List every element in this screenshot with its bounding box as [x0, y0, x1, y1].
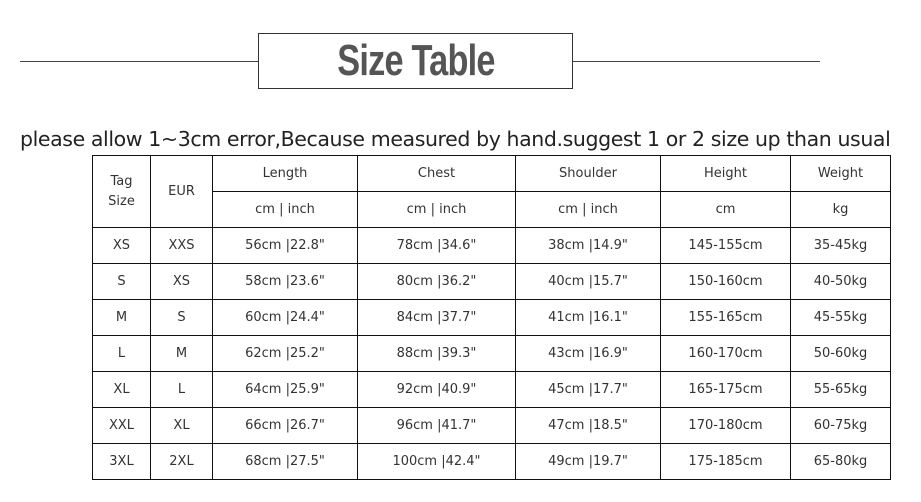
cell-length: 58cm |23.6": [212, 263, 358, 300]
cell-eur: XL: [150, 407, 213, 444]
header-chest: Chest: [357, 155, 516, 192]
cell-chest: 80cm |36.2": [357, 263, 516, 300]
cell-shoulder: 47cm |18.5": [515, 407, 661, 444]
unit-shoulder: cm | inch: [515, 191, 661, 228]
unit-row: cm | inch cm | inch cm | inch cm kg: [93, 191, 891, 228]
cell-chest: 88cm |39.3": [357, 335, 516, 372]
cell-eur: S: [150, 299, 213, 336]
table-row: S XS 58cm |23.6" 80cm |36.2" 40cm |15.7" 150-…: [92, 263, 891, 300]
cell-chest: 84cm |37.7": [357, 299, 516, 336]
cell-height: 175-185cm: [660, 443, 791, 480]
header-row: Tag Size EUR Length Chest Shoulder Heigh…: [92, 155, 891, 228]
cell-tag-size: XXL: [92, 407, 151, 444]
cell-eur: 2XL: [150, 443, 213, 480]
header-shoulder: Shoulder: [515, 155, 661, 192]
cell-length: 68cm |27.5": [212, 443, 358, 480]
cell-height: 155-165cm: [660, 299, 791, 336]
header-eur: EUR: [150, 155, 213, 228]
cell-length: 56cm |22.8": [212, 227, 358, 264]
table-row: L M 62cm |25.2" 88cm |39.3" 43cm |16.9" 160-1…: [92, 335, 891, 372]
title-box: Size Table: [258, 33, 573, 89]
page-title: Size Table: [336, 36, 495, 85]
header-weight: Weight: [790, 155, 891, 192]
cell-height: 150-160cm: [660, 263, 791, 300]
cell-length: 60cm |24.4": [212, 299, 358, 336]
unit-weight: kg: [790, 191, 891, 228]
cell-weight: 55-65kg: [790, 371, 891, 408]
unit-height: cm: [660, 191, 791, 228]
cell-chest: 100cm |42.4": [357, 443, 516, 480]
cell-length: 64cm |25.9": [212, 371, 358, 408]
header-length: Length: [212, 155, 358, 192]
cell-eur: XXS: [150, 227, 213, 264]
table-row: XL L 64cm |25.9" 92cm |40.9" 45cm |17.7" 165-…: [92, 371, 891, 408]
table-row: M S 60cm |24.4" 84cm |37.7" 41cm |16.1" 155-1…: [92, 299, 891, 336]
title-rule-right: [573, 61, 820, 62]
cell-height: 170-180cm: [660, 407, 791, 444]
cell-shoulder: 38cm |14.9": [515, 227, 661, 264]
unit-length: cm | inch: [212, 191, 358, 228]
cell-weight: 45-55kg: [790, 299, 891, 336]
cell-tag-size: L: [92, 335, 151, 372]
cell-shoulder: 40cm |15.7": [515, 263, 661, 300]
cell-eur: XS: [150, 263, 213, 300]
cell-length: 66cm |26.7": [212, 407, 358, 444]
cell-weight: 60-75kg: [790, 407, 891, 444]
cell-tag-size: S: [92, 263, 151, 300]
header-height: Height: [660, 155, 791, 192]
unit-chest: cm | inch: [357, 191, 516, 228]
cell-eur: M: [150, 335, 213, 372]
cell-tag-size: M: [92, 299, 151, 336]
cell-tag-size: 3XL: [92, 443, 151, 480]
table-row: 3XL 2XL 68cm |27.5" 100cm |42.4" 49cm |19.7"…: [92, 443, 891, 480]
cell-weight: 65-80kg: [790, 443, 891, 480]
header-tag-size: Tag Size: [92, 155, 151, 228]
table-row: XS XXS 56cm |22.8" 78cm |34.6" 38cm |14.9" 14…: [92, 227, 891, 264]
cell-chest: 96cm |41.7": [357, 407, 516, 444]
cell-weight: 50-60kg: [790, 335, 891, 372]
cell-eur: L: [150, 371, 213, 408]
cell-tag-size: XL: [92, 371, 151, 408]
cell-shoulder: 45cm |17.7": [515, 371, 661, 408]
cell-height: 160-170cm: [660, 335, 791, 372]
measurement-note: please allow 1~3cm error,Because measure…: [20, 127, 891, 151]
cell-tag-size: XS: [92, 227, 151, 264]
cell-height: 165-175cm: [660, 371, 791, 408]
title-rule-left: [20, 61, 258, 62]
cell-chest: 92cm |40.9": [357, 371, 516, 408]
table-row: XXL XL 66cm |26.7" 96cm |41.7" 47cm |18.5" 17…: [92, 407, 891, 444]
cell-shoulder: 43cm |16.9": [515, 335, 661, 372]
cell-shoulder: 41cm |16.1": [515, 299, 661, 336]
cell-shoulder: 49cm |19.7": [515, 443, 661, 480]
cell-height: 145-155cm: [660, 227, 791, 264]
size-table: Tag Size EUR Length Chest Shoulder Heigh…: [92, 155, 891, 480]
cell-length: 62cm |25.2": [212, 335, 358, 372]
cell-weight: 40-50kg: [790, 263, 891, 300]
cell-weight: 35-45kg: [790, 227, 891, 264]
cell-chest: 78cm |34.6": [357, 227, 516, 264]
